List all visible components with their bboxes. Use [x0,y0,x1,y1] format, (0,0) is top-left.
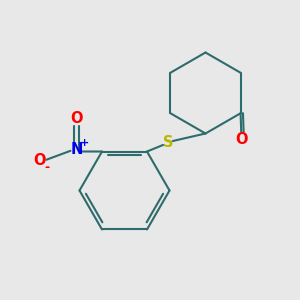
Text: -: - [44,160,50,174]
Text: N: N [70,142,83,158]
Text: O: O [70,111,83,126]
Text: +: + [80,138,89,148]
Text: S: S [163,135,173,150]
Text: O: O [33,153,45,168]
Text: O: O [235,132,248,147]
